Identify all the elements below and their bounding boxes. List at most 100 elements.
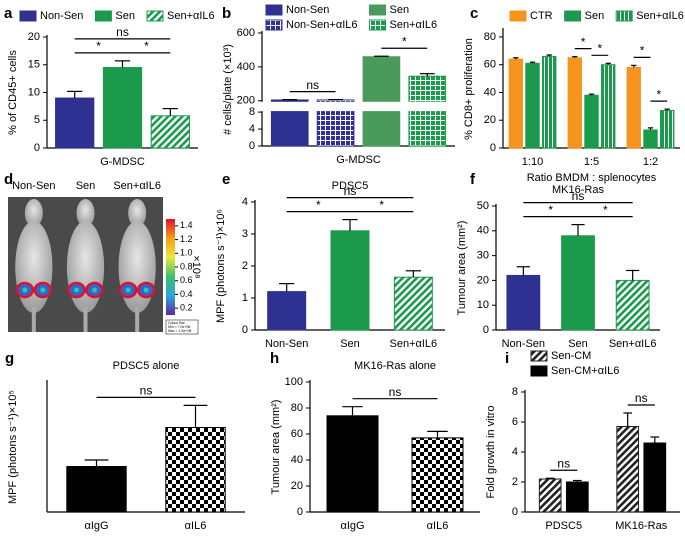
- chart-title: MK16-Ras alone: [354, 360, 436, 372]
- y-axis-label: Tumour area (mm²): [456, 221, 468, 316]
- bar: [56, 98, 94, 148]
- bar: [526, 63, 539, 148]
- error-bar: [427, 431, 447, 438]
- bar: [327, 416, 378, 512]
- mouse-label: Sen+αIL6: [113, 180, 161, 192]
- mouse-tail: [135, 307, 139, 332]
- error-bar: [650, 437, 659, 443]
- legend-label: Sen: [115, 10, 135, 22]
- tumour-core: [144, 288, 149, 293]
- error-bar: [163, 109, 178, 116]
- legend-swatch: [565, 11, 581, 21]
- legend-swatch: [370, 20, 386, 30]
- y-axis-label: # cells/plate (×10³): [222, 44, 234, 135]
- bar: [166, 428, 225, 513]
- y-tick-label: 1: [242, 292, 248, 304]
- significance-label: *: [379, 198, 384, 212]
- y-tick-label: 40: [484, 86, 496, 98]
- colorbar-tick-label: 1.4: [180, 220, 193, 230]
- y-axis-label: MPF (photons s⁻¹)×10⁶: [215, 209, 227, 323]
- significance-label: ns: [306, 78, 319, 92]
- y-tick-label: 10: [28, 86, 40, 98]
- y-axis-label: % CD8+ proliferation: [463, 38, 475, 140]
- error-bar: [85, 460, 109, 467]
- legend-swatch: [147, 11, 163, 21]
- y-tick-label: 15: [28, 59, 40, 71]
- x-tick-label: αIL6: [185, 520, 207, 532]
- legend-label: Non-Sen: [286, 4, 329, 16]
- y-tick-label: 10: [477, 299, 489, 311]
- bar: [409, 76, 446, 146]
- x-tick-label: G-MDSC: [336, 154, 381, 166]
- x-tick-label: PDSC5: [545, 520, 582, 532]
- y-tick-label: 100: [285, 376, 303, 388]
- y-tick-label: 20: [484, 114, 496, 126]
- legend-swatch: [510, 11, 526, 21]
- x-tick-label: 1:5: [584, 156, 599, 168]
- significance-label: *: [402, 34, 407, 48]
- bar: [616, 280, 649, 330]
- significance-label: *: [96, 39, 101, 53]
- error-bar: [623, 413, 632, 427]
- legend-swatch: [531, 366, 547, 376]
- x-tick-label: 1:10: [522, 156, 543, 168]
- mouse-label: Sen: [76, 180, 96, 192]
- x-tick-label: Sen+αIL6: [390, 338, 438, 350]
- axis-break: [256, 102, 457, 111]
- y-tick-label: 0: [34, 142, 40, 154]
- y-axis-label: Fold growth in vitro: [485, 406, 497, 499]
- legend-swatch: [95, 11, 111, 21]
- error-bar: [342, 407, 362, 416]
- panel-label: i: [505, 350, 509, 367]
- legend-swatch: [370, 5, 386, 15]
- bar: [644, 130, 657, 148]
- y-tick-label: 3: [242, 228, 248, 240]
- legend-swatch: [531, 351, 547, 361]
- y-tick-label: 600: [237, 27, 255, 39]
- bar: [566, 482, 588, 512]
- bar: [268, 292, 306, 330]
- mouse-tail: [32, 307, 36, 332]
- significance-label: ns: [140, 384, 153, 398]
- error-bar: [67, 91, 82, 98]
- x-tick-label: Non-Sen: [502, 338, 545, 350]
- significance-label: ns: [557, 456, 570, 470]
- bar: [67, 467, 126, 513]
- error-bar: [406, 271, 421, 277]
- chart-title: PDSC5 alone: [113, 360, 180, 372]
- x-tick-label: αIgG: [84, 520, 108, 532]
- y-tick-label: 8: [512, 386, 518, 398]
- mouse-body: [67, 221, 104, 313]
- error-bar: [626, 270, 639, 280]
- panel-label: e: [222, 171, 230, 188]
- error-bar: [115, 61, 130, 68]
- y-tick-label: 60: [484, 59, 496, 71]
- panel-label: b: [222, 5, 231, 22]
- significance-label: ns: [116, 25, 129, 39]
- x-tick-label: αIgG: [340, 520, 364, 532]
- y-tick-label: 400: [237, 61, 255, 73]
- bar: [331, 231, 369, 330]
- colorbar-tick-label: 0.2: [180, 303, 193, 313]
- bar: [617, 427, 639, 513]
- y-tick-label: 40: [291, 454, 303, 466]
- significance-label: ns: [389, 385, 402, 399]
- panel-label: a: [4, 5, 13, 22]
- y-tick-label: 0: [242, 324, 248, 336]
- y-tick-label: 20: [477, 274, 489, 286]
- significance-label: *: [640, 44, 645, 58]
- mouse-body: [15, 221, 52, 313]
- y-axis-label: % of CD45+ cells: [7, 50, 19, 135]
- x-tick-label: Sen+αIL6: [609, 338, 657, 350]
- y-tick-label: 0: [512, 506, 518, 518]
- colorbar: [166, 219, 175, 315]
- x-tick-label: G-MDSC: [100, 156, 145, 168]
- y-tick-label: 6: [512, 416, 518, 428]
- y-tick-label: 2: [242, 260, 248, 272]
- significance-label: *: [657, 87, 662, 101]
- bar: [644, 443, 666, 512]
- x-tick-label: αIL6: [427, 520, 449, 532]
- bar: [562, 236, 595, 330]
- panel-label: c: [470, 5, 478, 22]
